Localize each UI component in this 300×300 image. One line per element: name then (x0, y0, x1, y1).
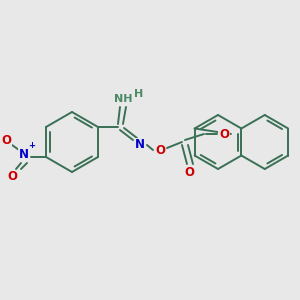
Text: O: O (155, 143, 165, 157)
Text: +: + (28, 142, 35, 151)
Text: N: N (19, 148, 29, 161)
Text: O: O (184, 166, 194, 178)
Text: O: O (1, 134, 11, 146)
Text: N: N (135, 139, 145, 152)
Text: O: O (219, 128, 229, 140)
Text: O: O (7, 170, 17, 184)
Text: H: H (134, 89, 144, 99)
Text: NH: NH (114, 94, 132, 104)
